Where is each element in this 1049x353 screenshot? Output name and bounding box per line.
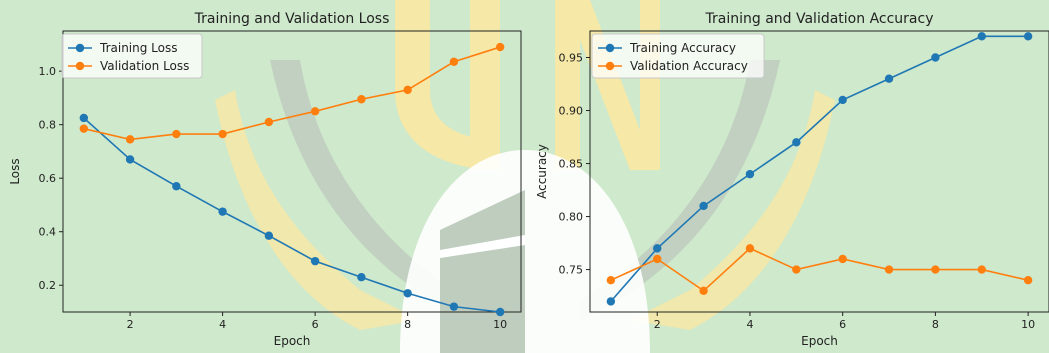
- y-tick-label: 0.85: [559, 158, 584, 171]
- data-point: [792, 138, 801, 147]
- x-tick-label: 10: [1021, 318, 1035, 331]
- y-tick-label: 0.75: [559, 264, 584, 277]
- data-point: [931, 53, 940, 62]
- x-tick-label: 6: [312, 318, 319, 331]
- data-point: [125, 135, 135, 144]
- data-point: [125, 155, 135, 164]
- data-point: [1023, 32, 1033, 41]
- data-point: [310, 107, 320, 116]
- data-point: [653, 254, 662, 264]
- data-point: [172, 182, 181, 191]
- plot-frame: [62, 30, 522, 313]
- legend-label: Training Accuracy: [629, 41, 736, 55]
- data-point: [495, 307, 505, 317]
- legend-box: [61, 33, 203, 79]
- data-point: [172, 129, 181, 139]
- data-point: [977, 32, 986, 41]
- data-point: [745, 244, 755, 253]
- y-axis-label: Loss: [8, 158, 22, 184]
- legend-label: Validation Loss: [100, 59, 189, 73]
- chart-2: Training and Validation Accuracy 2 4 6 8 10 0.…: [535, 11, 1049, 348]
- x-axis-label: Epoch: [801, 334, 838, 348]
- data-point: [79, 124, 89, 133]
- data-point: [653, 244, 662, 253]
- data-point: [357, 95, 366, 104]
- x-tick-label: 4: [746, 318, 753, 331]
- x-tick-label: 4: [219, 318, 226, 331]
- legend: Training Loss Validation Loss: [61, 33, 203, 79]
- data-point: [838, 95, 847, 105]
- data-point: [264, 231, 274, 240]
- x-tick-label: 2: [127, 318, 134, 331]
- data-point: [310, 256, 320, 266]
- legend-label: Validation Accuracy: [630, 59, 748, 73]
- data-point: [884, 265, 894, 274]
- y-tick-label: 0.8: [39, 119, 57, 132]
- legend-marker: [605, 43, 615, 53]
- legend-marker: [605, 61, 615, 71]
- x-tick-label: 8: [932, 318, 939, 331]
- y-tick-label: 0.6: [39, 172, 57, 185]
- data-point: [884, 74, 894, 83]
- chart-1: Training and Validation Loss 2 4 6 8 10 0.2 0.4…: [8, 11, 522, 348]
- data-point: [218, 129, 227, 139]
- y-tick-label: 0.90: [559, 105, 584, 118]
- data-point: [606, 275, 616, 285]
- x-tick-label: 2: [654, 318, 661, 331]
- legend: Training Accuracy Validation Accuracy: [591, 33, 765, 79]
- data-point: [79, 113, 89, 123]
- data-point: [449, 302, 459, 311]
- data-point: [403, 289, 412, 298]
- data-point: [264, 117, 274, 127]
- x-axis-label: Epoch: [274, 334, 311, 348]
- data-point: [699, 286, 708, 295]
- data-point: [403, 85, 412, 95]
- legend-label: Training Loss: [99, 41, 177, 55]
- data-point: [449, 57, 459, 66]
- plot-frame: [589, 30, 1049, 313]
- legend-box: [591, 33, 765, 79]
- data-point: [792, 265, 801, 274]
- data-point: [931, 265, 940, 274]
- y-axis-label: Accuracy: [535, 144, 549, 199]
- data-point: [357, 273, 366, 282]
- y-tick-label: 0.2: [39, 279, 57, 292]
- data-point: [838, 254, 847, 264]
- data-point: [1023, 275, 1033, 285]
- data-point: [977, 265, 986, 274]
- data-point: [495, 42, 505, 52]
- series-line-2: [83, 46, 501, 141]
- series-line-1: [610, 35, 1029, 302]
- y-tick-label: 0.95: [559, 52, 584, 65]
- chart-title: Training and Validation Accuracy: [705, 11, 934, 27]
- data-point: [699, 201, 708, 211]
- data-point: [218, 207, 227, 216]
- chart-title: Training and Validation Loss: [194, 11, 390, 27]
- y-tick-label: 0.4: [39, 226, 57, 239]
- legend-marker: [75, 43, 85, 53]
- x-tick-label: 6: [839, 318, 846, 331]
- x-tick-label: 10: [493, 318, 507, 331]
- series-line-2: [610, 247, 1029, 292]
- data-point: [606, 297, 616, 306]
- y-tick-label: 1.0: [39, 65, 57, 78]
- x-tick-label: 8: [404, 318, 411, 331]
- y-tick-label: 0.80: [559, 211, 584, 224]
- data-point: [745, 169, 755, 179]
- legend-marker: [75, 61, 85, 71]
- series-line-1: [83, 117, 501, 313]
